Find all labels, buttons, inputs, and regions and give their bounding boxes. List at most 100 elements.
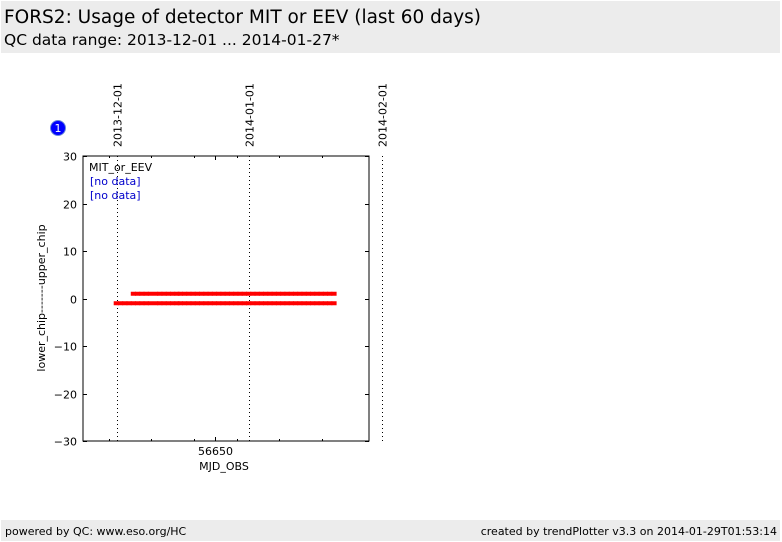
data-point [161,301,167,306]
data-point [305,301,311,306]
data-point [135,301,141,306]
data-point [147,301,154,306]
data-point [246,291,252,296]
y-tick-label: 30 [63,151,77,164]
legend-entry: [no data] [90,189,141,202]
data-point [292,301,299,306]
data-point [250,291,256,296]
data-point [322,301,329,306]
y-tick-label: 20 [63,199,77,212]
y-tick-label: −10 [54,341,77,354]
data-point [314,301,320,306]
data-point [233,291,239,296]
data-point [327,301,333,306]
data-point [228,291,235,296]
data-point [199,301,205,306]
x-tick-label: 56650 [198,445,233,458]
data-point [199,291,205,296]
data-point [284,301,290,306]
data-point [301,291,307,296]
data-point [237,291,243,296]
data-point [280,291,286,296]
data-point [224,291,230,296]
data-point [258,291,265,296]
data-point [275,301,282,306]
data-point [224,301,230,306]
data-point [211,301,218,306]
data-point [292,291,299,296]
date-marker-label: 2014-01-01 [244,83,257,147]
y-tick-label: −20 [54,389,77,402]
badge-label: 1 [55,122,62,135]
date-markers: 2013-12-01 2014-01-01 2014-02-01 [112,83,390,441]
data-point [250,301,256,306]
data-point [263,301,269,306]
data-point [267,291,273,296]
footer-powered-by: powered by QC: www.eso.org/HC [5,525,187,538]
footer-created-by: created by trendPlotter v3.3 on 2014-01-… [480,525,777,538]
data-point [237,301,243,306]
data-point [246,301,252,306]
data-point [165,291,171,296]
data-point [318,291,324,296]
data-point [139,301,145,306]
plot-frame [82,155,370,442]
data-point [318,301,324,306]
data-point [143,291,149,296]
badge-circle [50,120,66,136]
data-point [203,301,209,306]
plot-number-badge: 1 [50,120,66,136]
data-point [314,291,320,296]
data-point [190,291,196,296]
data-point [263,291,269,296]
data-point [190,301,196,306]
data-point [157,291,163,296]
legend-entry: [no data] [90,175,141,188]
y-axis-label: lower_chip-------upper_chip [35,224,48,371]
data-point [157,301,163,306]
data-point [310,301,316,306]
data-point [126,301,132,306]
data-point [254,291,260,296]
data-point [194,291,200,296]
data-point [130,301,136,306]
data-point [233,301,239,306]
data-point [207,291,213,296]
data-point [267,301,273,306]
data-point [220,291,226,296]
data-point [216,291,222,296]
data-point [130,291,136,296]
legend-title: MIT_or_EEV [89,161,153,174]
data-point [331,291,337,296]
page-title: FORS2: Usage of detector MIT or EEV (las… [4,7,481,28]
data-point [254,301,260,306]
data-point [152,301,159,306]
data-point [216,301,222,306]
data-point [186,301,192,306]
data-point [241,291,247,296]
data-point [147,291,154,296]
data-point [288,291,294,296]
data-point [305,291,311,296]
page-subtitle: QC data range: 2013-12-01 ... 2014-01-27… [4,31,340,49]
y-axis-ticks: −30 −20 −10 0 10 20 30 [54,151,369,449]
x-axis-label: MJD_OBS [199,460,249,473]
data-point [288,301,294,306]
data-point [258,301,265,306]
data-point [220,301,226,306]
data-point [280,301,286,306]
data-point [327,291,333,296]
data-point [174,301,180,306]
page-footer: powered by QC: www.eso.org/HC created by… [1,520,780,541]
data-point [211,291,218,296]
data-point [297,301,303,306]
page-header: FORS2: Usage of detector MIT or EEV (las… [1,1,780,53]
data-point [241,301,247,306]
data-point [181,291,188,296]
data-point [117,301,124,306]
data-point [177,291,183,296]
data-point [194,301,200,306]
data-point [271,291,277,296]
data-point [301,301,307,306]
